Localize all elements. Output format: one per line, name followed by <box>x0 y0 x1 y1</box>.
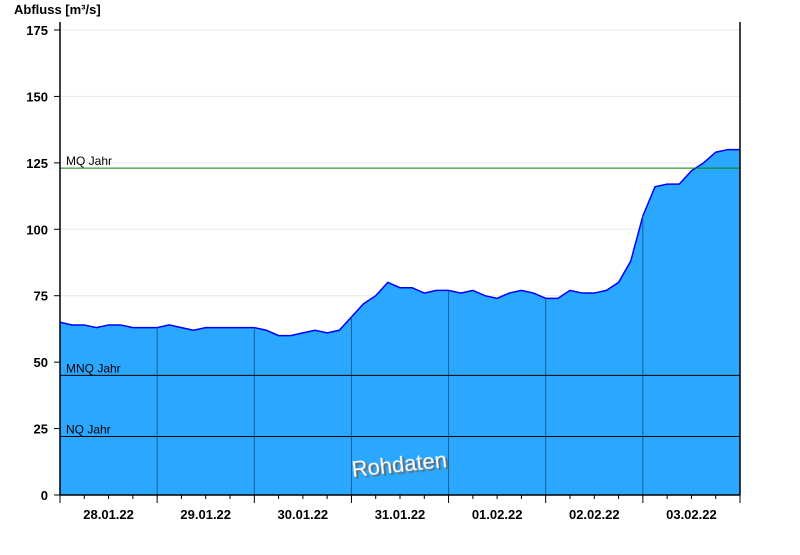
y-tick-label: 150 <box>26 89 48 104</box>
y-tick-label: 25 <box>34 422 48 437</box>
y-tick-label: 125 <box>26 156 48 171</box>
discharge-line <box>59 148 740 337</box>
x-tick-label: 30.01.22 <box>278 507 329 522</box>
y-axis-label: Abfluss [m³/s] <box>14 2 101 17</box>
x-tick-label: 28.01.22 <box>83 507 134 522</box>
threshold-label: NQ Jahr <box>66 423 111 437</box>
x-tick-label: 31.01.22 <box>375 507 426 522</box>
y-tick-label: 175 <box>26 23 48 38</box>
threshold-label: MQ Jahr <box>66 154 112 168</box>
y-tick-label: 0 <box>41 488 48 503</box>
discharge-area <box>60 149 740 496</box>
x-tick-label: 01.02.22 <box>472 507 523 522</box>
x-tick-label: 03.02.22 <box>666 507 717 522</box>
y-tick-label: 100 <box>26 222 48 237</box>
y-tick-label: 50 <box>34 355 48 370</box>
x-tick-label: 29.01.22 <box>180 507 231 522</box>
threshold-label: MNQ Jahr <box>66 361 121 375</box>
x-tick-label: 02.02.22 <box>569 507 620 522</box>
y-tick-label: 75 <box>34 289 48 304</box>
